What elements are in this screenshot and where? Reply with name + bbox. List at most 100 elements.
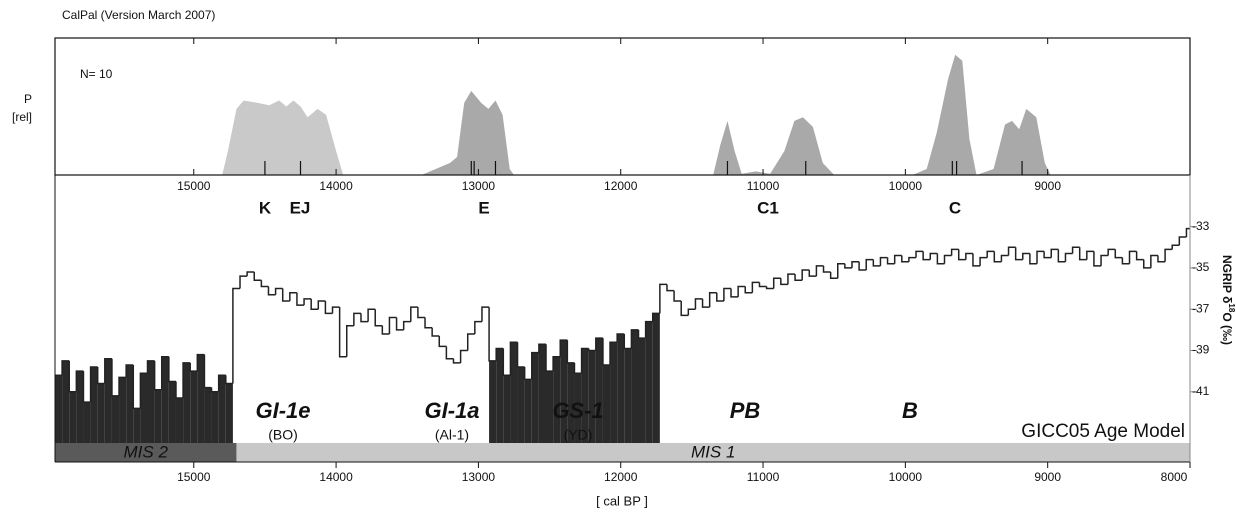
isotope-step bbox=[459, 349, 468, 363]
stadial-bar bbox=[175, 397, 184, 443]
isotope-step bbox=[232, 287, 241, 384]
isotope-step bbox=[1100, 254, 1109, 266]
isotope-step bbox=[822, 265, 831, 273]
isotope-step bbox=[545, 344, 554, 372]
stadial-bar bbox=[553, 356, 561, 443]
isotope-step bbox=[182, 362, 191, 398]
isotope-step bbox=[772, 277, 781, 289]
isotope-step bbox=[96, 367, 105, 385]
stadial-bar bbox=[161, 356, 169, 443]
isotope-step bbox=[566, 340, 575, 364]
y2-axis-label: NGRIP δ18O (‰) bbox=[1220, 255, 1236, 345]
isotope-step bbox=[417, 307, 426, 319]
isotope-step bbox=[132, 364, 141, 410]
stadial-bar bbox=[90, 367, 98, 443]
x-axis-label: [ cal BP ] bbox=[596, 493, 648, 508]
isotope-step bbox=[680, 300, 689, 317]
isotope-step bbox=[1114, 249, 1123, 259]
isotope-step bbox=[438, 336, 447, 348]
chart-title: CalPal (Version March 2007) bbox=[62, 8, 215, 22]
isotope-step bbox=[516, 342, 525, 368]
isotope-step bbox=[1143, 259, 1151, 269]
isotope-step bbox=[346, 324, 354, 357]
isotope-step bbox=[445, 346, 454, 360]
isotope-step bbox=[758, 282, 767, 288]
stadial-bar bbox=[524, 379, 532, 443]
probability-area bbox=[222, 100, 344, 175]
isotope-step bbox=[673, 290, 682, 302]
isotope-step bbox=[267, 286, 276, 296]
stadial-bar bbox=[126, 364, 134, 443]
period-label: PB bbox=[730, 398, 761, 423]
x-tick-label: 13000 bbox=[462, 179, 496, 193]
stadial-bar bbox=[546, 371, 554, 443]
isotope-step bbox=[104, 358, 112, 384]
isotope-step bbox=[837, 263, 845, 279]
y2-axis-label-part: NGRIP δ bbox=[1220, 255, 1234, 303]
stadial-bar bbox=[638, 338, 646, 443]
isotope-step bbox=[466, 333, 475, 351]
x-tick-label: 14000 bbox=[319, 179, 353, 193]
period-label: GS-1 bbox=[552, 398, 603, 423]
isotope-step bbox=[410, 306, 418, 322]
isotope-step bbox=[310, 298, 319, 310]
sample-label: K bbox=[259, 198, 272, 217]
y2-axis-label-sup: 18 bbox=[1227, 303, 1236, 312]
isotope-step bbox=[651, 312, 660, 322]
y2-tick-label: -35 bbox=[1192, 260, 1210, 274]
stadial-bar bbox=[531, 352, 539, 443]
stadial-bar bbox=[538, 344, 547, 443]
model-label: GICC05 Age Model bbox=[1021, 421, 1185, 442]
isotope-step bbox=[808, 269, 817, 277]
period-sublabel: (Al-1) bbox=[435, 427, 469, 443]
isotope-step bbox=[324, 300, 333, 315]
isotope-step bbox=[239, 275, 248, 289]
stadial-bar bbox=[119, 377, 127, 443]
isotope-step bbox=[893, 254, 902, 264]
isotope-step bbox=[744, 286, 753, 294]
isotope-step bbox=[538, 343, 547, 353]
stadial-bar bbox=[595, 338, 603, 443]
stadial-bar bbox=[617, 333, 625, 443]
isotope-step bbox=[1050, 248, 1059, 258]
isotope-step bbox=[246, 271, 255, 277]
x-tick-label: 12000 bbox=[604, 179, 638, 193]
isotope-step bbox=[787, 273, 796, 285]
n-label: N= 10 bbox=[80, 67, 113, 81]
isotope-step bbox=[723, 287, 732, 301]
isotope-step bbox=[1000, 254, 1009, 262]
isotope-step bbox=[630, 329, 639, 349]
period-sublabel: (BO) bbox=[268, 427, 298, 443]
mis-label: MIS 1 bbox=[691, 442, 735, 461]
isotope-step bbox=[595, 337, 603, 351]
isotope-step bbox=[1029, 253, 1038, 265]
isotope-step bbox=[189, 362, 198, 372]
isotope-step bbox=[68, 360, 77, 393]
isotope-step bbox=[858, 261, 867, 271]
isotope-step bbox=[118, 376, 127, 396]
isotope-step bbox=[353, 312, 361, 326]
isotope-step bbox=[452, 358, 461, 364]
isotope-step bbox=[303, 298, 312, 306]
isotope-step bbox=[943, 254, 952, 264]
isotope-step bbox=[552, 355, 561, 372]
mis-label: MIS 2 bbox=[124, 442, 169, 461]
stadial-bar bbox=[489, 360, 497, 443]
isotope-step bbox=[196, 353, 205, 372]
stadial-bar bbox=[510, 342, 518, 443]
isotope-step bbox=[395, 317, 404, 331]
isotope-step bbox=[1128, 250, 1137, 264]
stadial-bar bbox=[574, 373, 582, 443]
isotope-step bbox=[289, 291, 297, 301]
stadial-bar bbox=[104, 358, 112, 443]
isotope-step bbox=[687, 308, 696, 316]
y2-tick-label: -39 bbox=[1192, 343, 1210, 357]
isotope-step bbox=[160, 355, 169, 390]
isotope-step bbox=[609, 341, 618, 365]
isotope-step bbox=[488, 307, 497, 362]
isotope-step bbox=[1064, 252, 1073, 262]
isotope-step bbox=[794, 274, 803, 282]
x-tick-label: 11000 bbox=[747, 179, 780, 193]
isotope-step bbox=[317, 300, 326, 310]
